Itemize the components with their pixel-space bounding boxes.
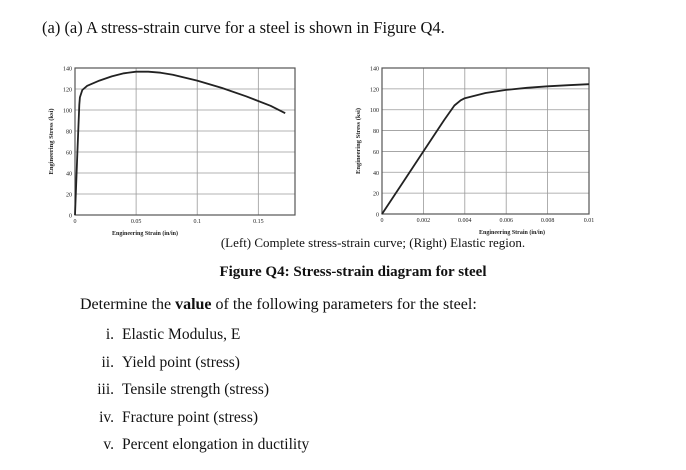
y-tick-label: 140	[370, 67, 379, 73]
x-axis-label: Engineering Strain (in/in)	[112, 230, 178, 237]
figure-subcaption: (Left) Complete stress-strain curve; (Ri…	[220, 235, 526, 250]
y-tick-label: 120	[63, 88, 72, 94]
y-tick-label: 100	[370, 108, 379, 114]
x-tick-label: 0	[74, 219, 77, 225]
x-tick-label: 0	[381, 218, 384, 224]
y-tick-label: 60	[373, 150, 379, 156]
list-item: i. Elastic Modulus, E	[80, 326, 309, 354]
list-item: v. Percent elongation in ductility	[80, 436, 309, 464]
parameter-list: i. Elastic Modulus, E ii. Yield point (str…	[80, 326, 309, 464]
y-tick-label: 120	[370, 87, 379, 93]
y-tick-label: 40	[373, 171, 379, 177]
prompt-text-before: Determine the	[80, 296, 176, 313]
data-line	[74, 70, 286, 216]
y-tick-label: 100	[63, 109, 72, 115]
y-tick-label: 40	[66, 172, 72, 178]
y-tick-label: 80	[66, 130, 72, 136]
prompt-text-bold: value	[175, 296, 212, 313]
chart-right-svg: 0 20 40 60 80 100 120 140 0 0.002 0.004 0.006 0.008 0…	[355, 67, 595, 237]
y-tick-label: 60	[66, 151, 72, 157]
y-tick-label: 140	[63, 67, 72, 73]
chart-left-svg: 0 20 40 60 80 100 120 140 0 0.05 0.1 0.15 Engineerin…	[48, 67, 296, 237]
question-intro: (a) (a) A stress-strain curve for a stee…	[42, 18, 445, 37]
list-item: ii. Yield point (stress)	[80, 354, 309, 382]
x-tick-label: 0.008	[541, 218, 555, 224]
plot-frame	[74, 67, 296, 216]
y-axis-label: Engineering Stress (ksi)	[355, 108, 362, 174]
y-tick-label: 0	[376, 213, 379, 219]
list-item-number: v.	[103, 436, 114, 453]
question-prompt: Determine the value of the following par…	[80, 296, 477, 314]
x-tick-label: 0.1	[193, 219, 201, 225]
x-tick-label: 0.004	[458, 218, 472, 224]
list-item-text: Tensile strength (stress)	[122, 381, 269, 398]
y-tick-label: 20	[373, 192, 379, 198]
list-item-number: iii.	[97, 381, 114, 398]
list-item-number: iv.	[99, 408, 114, 426]
x-tick-label: 0.006	[499, 218, 513, 224]
x-tick-label: 0.01	[584, 218, 595, 224]
list-item: iv. Fracture point (stress)	[80, 409, 309, 437]
list-item-text: Yield point (stress)	[122, 353, 240, 371]
x-tick-label: 0.002	[417, 218, 431, 224]
data-line	[381, 83, 590, 215]
list-item-text: Percent elongation in ductility	[122, 436, 310, 453]
chart-right-elastic-region: 0 20 40 60 80 100 120 140 0 0.002 0.004 0.006 0.008 0…	[335, 60, 635, 240]
list-item: iii. Tensile strength (stress)	[80, 381, 309, 409]
y-axis-label: Engineering Stress (ksi)	[48, 109, 55, 175]
chart-left-complete-curve: 0 20 40 60 80 100 120 140 0 0.05 0.1 0.15 Engineerin…	[30, 60, 320, 240]
plot-frame	[381, 67, 590, 215]
list-item-number: ii.	[101, 353, 115, 371]
y-tick-label: 0	[69, 214, 72, 220]
x-tick-label: 0.05	[131, 219, 142, 225]
list-item-text: Elastic Modulus, E	[122, 326, 241, 343]
y-tick-label: 80	[373, 129, 379, 135]
list-item-text: Fracture point (stress)	[122, 408, 259, 426]
prompt-text-after: of the following parameters for the stee…	[211, 296, 477, 313]
x-tick-label: 0.15	[253, 219, 263, 225]
figure-title: Figure Q4: Stress-strain diagram for ste…	[219, 264, 487, 280]
x-axis-label: Engineering Strain (in/in)	[479, 229, 545, 236]
list-item-number: i.	[105, 326, 114, 343]
y-tick-label: 20	[66, 193, 72, 199]
